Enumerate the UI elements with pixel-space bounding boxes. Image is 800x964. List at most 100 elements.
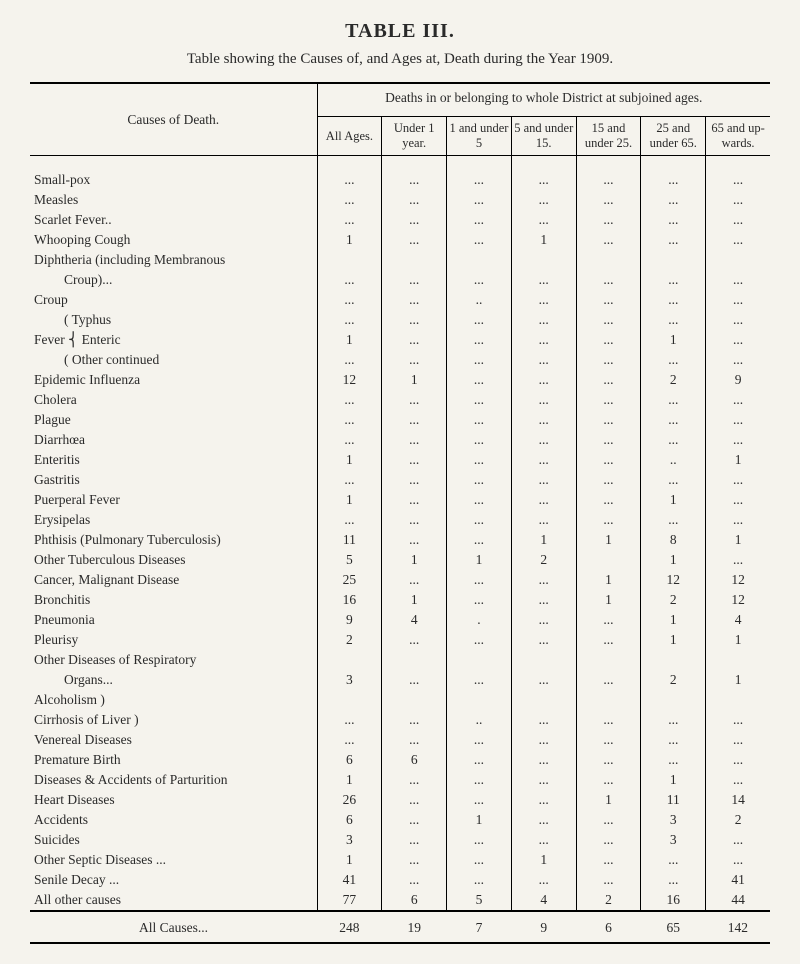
data-cell: ... (447, 430, 512, 450)
data-cell: ... (382, 710, 447, 730)
data-cell: ... (706, 330, 770, 350)
table-row: Fever ⎨ Enteric1............1... (30, 330, 770, 350)
cause-label: Senile Decay ... (30, 870, 317, 890)
data-cell (706, 690, 770, 710)
data-cell: ... (641, 390, 706, 410)
data-cell (447, 250, 512, 270)
data-cell: ... (382, 730, 447, 750)
data-cell: ... (447, 770, 512, 790)
data-cell: 44 (706, 890, 770, 911)
cause-label: Other Septic Diseases ... (30, 850, 317, 870)
table-row: Bronchitis161......1212 (30, 590, 770, 610)
data-cell: 1 (317, 490, 382, 510)
data-cell: ... (576, 170, 641, 190)
data-cell: 4 (511, 890, 576, 911)
table-row: Puerperal Fever1............1... (30, 490, 770, 510)
table-row: Accidents6...1......32 (30, 810, 770, 830)
table-row: Croup)........................ (30, 270, 770, 290)
data-cell: ... (511, 330, 576, 350)
data-cell (641, 250, 706, 270)
data-cell: ... (706, 290, 770, 310)
table-row: Cholera..................... (30, 390, 770, 410)
data-cell: ... (511, 830, 576, 850)
data-cell (641, 650, 706, 670)
data-cell: ... (511, 790, 576, 810)
super-header: Deaths in or belonging to whole District… (317, 83, 770, 117)
data-cell: ... (706, 210, 770, 230)
data-cell: ... (447, 670, 512, 690)
table-row: Heart Diseases26.........11114 (30, 790, 770, 810)
col-65-up: 65 and up-wards. (706, 117, 770, 156)
data-cell: .. (641, 450, 706, 470)
cause-label: Accidents (30, 810, 317, 830)
table-row: Cancer, Malignant Disease25.........1121… (30, 570, 770, 590)
data-cell: ... (382, 850, 447, 870)
data-cell: ... (511, 450, 576, 470)
data-cell: ... (576, 710, 641, 730)
data-cell: ... (576, 450, 641, 470)
data-cell: ... (706, 270, 770, 290)
table-row: Alcoholism ) (30, 690, 770, 710)
data-cell: ... (641, 350, 706, 370)
data-cell: ... (447, 390, 512, 410)
data-cell: 1 (706, 670, 770, 690)
table-row: Other Tuberculous Diseases51121... (30, 550, 770, 570)
cause-label: Other Diseases of Respiratory (30, 650, 317, 670)
data-cell: ... (447, 570, 512, 590)
data-cell: ... (317, 710, 382, 730)
data-cell: 1 (317, 450, 382, 470)
cause-label: Gastritis (30, 470, 317, 490)
data-cell: ... (576, 770, 641, 790)
data-cell: 1 (511, 230, 576, 250)
data-cell: 26 (317, 790, 382, 810)
data-cell: 4 (382, 610, 447, 630)
table-row: Other Diseases of Respiratory (30, 650, 770, 670)
data-cell: ... (706, 490, 770, 510)
table-row: Enteritis1..............1 (30, 450, 770, 470)
totals-cell: 65 (641, 911, 706, 943)
table-subtitle: Table showing the Causes of, and Ages at… (30, 51, 770, 68)
table-row: Senile Decay ...41...............41 (30, 870, 770, 890)
data-cell: ... (447, 530, 512, 550)
data-cell: ... (576, 630, 641, 650)
data-cell: ... (511, 630, 576, 650)
data-cell (576, 250, 641, 270)
table-row: ( Other continued..................... (30, 350, 770, 370)
table-row: Measles..................... (30, 190, 770, 210)
data-cell: .. (447, 290, 512, 310)
data-cell: 1 (641, 490, 706, 510)
table-row: ( Typhus..................... (30, 310, 770, 330)
cause-label: All other causes (30, 890, 317, 911)
totals-row: All Causes... 248 19 7 9 6 65 142 (30, 911, 770, 943)
data-cell: ... (382, 630, 447, 650)
table-row: Whooping Cough1......1......... (30, 230, 770, 250)
data-cell (382, 690, 447, 710)
col-25-65: 25 and under 65. (641, 117, 706, 156)
data-cell: ... (317, 210, 382, 230)
data-cell: ... (511, 810, 576, 830)
data-cell: ... (382, 870, 447, 890)
data-cell: 1 (706, 450, 770, 470)
data-cell: ... (576, 230, 641, 250)
table-row: Erysipelas..................... (30, 510, 770, 530)
data-cell: 1 (511, 850, 576, 870)
data-cell: ... (641, 870, 706, 890)
data-cell: ... (447, 490, 512, 510)
col-all-ages: All Ages. (317, 117, 382, 156)
totals-cell: 142 (706, 911, 770, 943)
data-cell: 2 (317, 630, 382, 650)
data-cell (511, 250, 576, 270)
data-cell: 1 (511, 530, 576, 550)
data-cell: 1 (317, 770, 382, 790)
data-cell: ... (706, 510, 770, 530)
data-cell: ... (511, 370, 576, 390)
cause-label: Organs... (30, 670, 317, 690)
data-cell: ... (447, 450, 512, 470)
cause-label: Premature Birth (30, 750, 317, 770)
data-cell: 2 (511, 550, 576, 570)
data-cell: 1 (447, 810, 512, 830)
data-cell: ... (447, 750, 512, 770)
cause-label: Erysipelas (30, 510, 317, 530)
data-cell: ... (447, 590, 512, 610)
data-cell: ... (706, 190, 770, 210)
